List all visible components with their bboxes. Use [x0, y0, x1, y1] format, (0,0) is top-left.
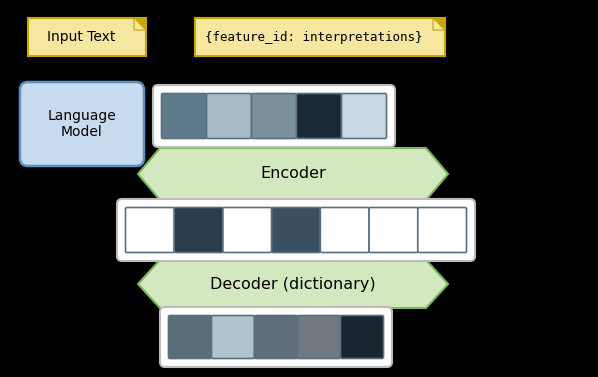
Polygon shape	[134, 18, 146, 30]
Text: Language
Model: Language Model	[48, 109, 117, 139]
FancyBboxPatch shape	[161, 93, 206, 138]
Text: Input Text: Input Text	[47, 30, 115, 44]
FancyBboxPatch shape	[212, 316, 255, 359]
Polygon shape	[134, 18, 146, 30]
FancyBboxPatch shape	[153, 85, 395, 147]
FancyBboxPatch shape	[169, 316, 212, 359]
FancyBboxPatch shape	[252, 93, 297, 138]
Polygon shape	[433, 18, 445, 30]
FancyBboxPatch shape	[174, 207, 223, 253]
FancyBboxPatch shape	[195, 18, 445, 56]
FancyBboxPatch shape	[223, 207, 271, 253]
FancyBboxPatch shape	[340, 316, 383, 359]
Polygon shape	[433, 18, 445, 30]
FancyBboxPatch shape	[160, 307, 392, 367]
FancyBboxPatch shape	[369, 207, 418, 253]
Polygon shape	[138, 148, 448, 200]
FancyBboxPatch shape	[126, 207, 174, 253]
Text: {feature_id: interpretations}: {feature_id: interpretations}	[205, 31, 423, 43]
FancyBboxPatch shape	[297, 93, 341, 138]
FancyBboxPatch shape	[206, 93, 252, 138]
FancyBboxPatch shape	[271, 207, 321, 253]
Text: Encoder: Encoder	[260, 167, 326, 181]
FancyBboxPatch shape	[418, 207, 466, 253]
FancyBboxPatch shape	[255, 316, 297, 359]
FancyBboxPatch shape	[297, 316, 340, 359]
FancyBboxPatch shape	[341, 93, 386, 138]
Polygon shape	[138, 260, 448, 308]
FancyBboxPatch shape	[117, 199, 475, 261]
Text: Decoder (dictionary): Decoder (dictionary)	[210, 276, 376, 291]
FancyBboxPatch shape	[28, 18, 146, 56]
FancyBboxPatch shape	[20, 82, 144, 166]
FancyBboxPatch shape	[321, 207, 369, 253]
